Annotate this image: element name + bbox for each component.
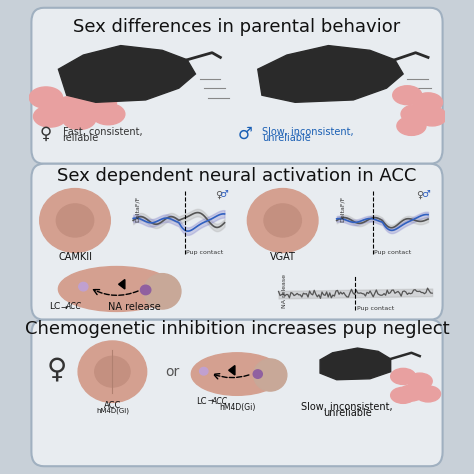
Polygon shape [258,46,403,102]
Ellipse shape [397,117,426,136]
Text: or: or [165,365,180,379]
Ellipse shape [391,387,416,403]
Polygon shape [118,280,125,289]
Ellipse shape [140,285,151,295]
Ellipse shape [200,367,208,375]
Text: DeltaF/F: DeltaF/F [135,195,139,222]
Text: ♀: ♀ [416,190,423,200]
Ellipse shape [416,386,440,402]
Ellipse shape [79,283,88,291]
Ellipse shape [83,91,117,113]
Ellipse shape [413,93,443,112]
Text: Fast, consistent,: Fast, consistent, [63,127,142,137]
Ellipse shape [418,107,447,126]
Text: ♀: ♀ [215,190,222,200]
Text: LC: LC [49,302,60,311]
Text: Pup contact: Pup contact [186,250,223,255]
Text: ♀: ♀ [46,356,66,383]
Ellipse shape [254,359,287,391]
Text: ACC: ACC [211,397,228,406]
Ellipse shape [391,368,416,384]
Polygon shape [58,46,195,102]
Polygon shape [228,365,235,375]
Text: ♂: ♂ [238,125,253,143]
Ellipse shape [191,353,283,395]
Ellipse shape [247,189,318,252]
Ellipse shape [407,373,432,389]
Text: LC: LC [196,397,207,406]
Text: CAMKII: CAMKII [58,252,92,262]
Ellipse shape [54,96,88,118]
Ellipse shape [401,105,430,124]
Ellipse shape [78,341,146,402]
Ellipse shape [56,204,94,237]
Ellipse shape [58,266,175,311]
Ellipse shape [63,108,96,129]
Ellipse shape [393,86,422,105]
Text: ♀: ♀ [40,125,52,143]
Text: DeltaF/F: DeltaF/F [340,195,345,222]
Text: unreliable: unreliable [323,408,372,418]
Ellipse shape [34,106,67,127]
Text: hM4D(Gi): hM4D(Gi) [219,402,255,411]
Text: Slow, inconsistent,: Slow, inconsistent, [301,402,393,412]
Ellipse shape [399,385,424,401]
Polygon shape [320,348,391,380]
Text: Pup contact: Pup contact [356,306,394,311]
Text: ♂: ♂ [421,190,429,200]
Ellipse shape [264,204,301,237]
Ellipse shape [253,370,262,378]
Text: Pup contact: Pup contact [374,250,411,255]
Text: →: → [60,302,67,311]
FancyBboxPatch shape [31,319,443,466]
Text: Slow, inconsistent,: Slow, inconsistent, [262,127,354,137]
FancyBboxPatch shape [31,8,443,164]
Text: ACC: ACC [65,302,81,311]
Text: Sex dependent neural activation in ACC: Sex dependent neural activation in ACC [57,166,417,184]
Text: Sex differences in parental behavior: Sex differences in parental behavior [73,18,401,36]
Text: Chemogenetic inhibition increases pup neglect: Chemogenetic inhibition increases pup ne… [25,320,449,338]
Ellipse shape [91,103,125,125]
FancyBboxPatch shape [31,164,443,319]
Text: hM4D(Gi): hM4D(Gi) [96,407,129,414]
Text: NA release: NA release [282,274,287,309]
Text: ♂: ♂ [219,190,228,200]
Ellipse shape [144,273,181,309]
Text: unreliable: unreliable [262,133,310,143]
Ellipse shape [40,189,110,252]
Text: ACC: ACC [104,401,121,410]
Ellipse shape [29,87,63,108]
Text: VGAT: VGAT [270,252,296,262]
Ellipse shape [95,356,130,387]
Text: NA release: NA release [108,302,161,312]
Text: reliable: reliable [63,133,99,143]
Text: →: → [208,399,214,404]
